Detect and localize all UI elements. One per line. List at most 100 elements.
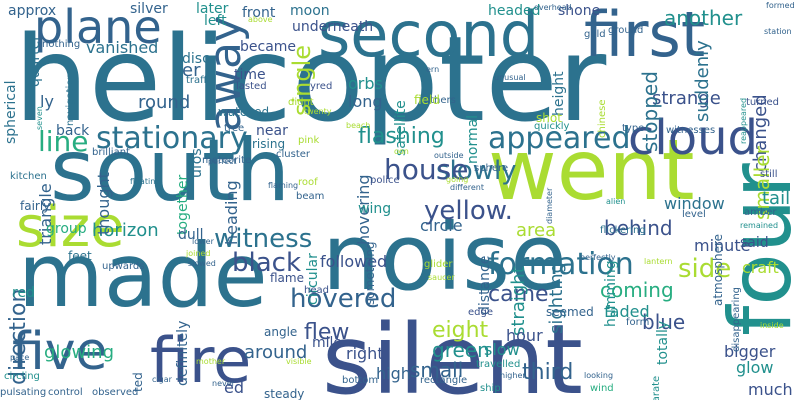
cloud-word: edge — [468, 307, 493, 318]
cloud-word: later — [196, 1, 229, 17]
cloud-word: house — [384, 153, 469, 186]
cloud-word: level — [682, 209, 706, 220]
cloud-word: pink — [298, 135, 320, 146]
cloud-word: glow — [736, 358, 774, 377]
cloud-word: atmosphere — [711, 234, 725, 306]
cloud-word: strange — [652, 88, 721, 109]
cloud-word: unusual — [494, 73, 526, 82]
cloud-word: became — [240, 39, 297, 55]
cloud-word: silver — [130, 1, 168, 17]
cloud-word: red — [12, 285, 35, 301]
cloud-word: others — [424, 95, 456, 106]
cloud-word: perfectly — [580, 253, 616, 262]
cloud-word: horizon — [92, 220, 159, 241]
cloud-word: mile — [312, 335, 343, 351]
cloud-word: blue — [642, 310, 686, 334]
cloud-word: wind — [590, 383, 614, 394]
cloud-word: third — [522, 360, 574, 385]
cloud-word: shone — [558, 3, 601, 19]
cloud-word: traffic — [186, 75, 216, 86]
cloud-word: lasted — [236, 81, 267, 92]
cloud-word: amber — [744, 207, 777, 218]
cloud-word: flame — [270, 271, 304, 285]
cloud-word: humming — [603, 260, 619, 327]
cloud-word: sighting — [546, 262, 567, 335]
cloud-word: cluster — [276, 149, 311, 160]
cloud-word: saucer — [428, 273, 455, 282]
cloud-word: high — [376, 364, 411, 383]
cloud-word: higher — [500, 371, 526, 380]
cloud-word: yellow. — [424, 196, 513, 226]
cloud-word: travelled — [476, 359, 521, 370]
cloud-word: eight — [432, 318, 489, 343]
cloud-word: perfect — [208, 157, 237, 166]
cloud-word: south — [50, 121, 291, 221]
cloud-word: totally — [655, 320, 671, 365]
cloud-word: circle — [420, 216, 463, 235]
cloud-word: diameter — [545, 188, 554, 225]
cloud-word: overhead — [534, 3, 572, 12]
cloud-word: ted — [131, 371, 145, 392]
cloud-word: hour — [506, 326, 543, 345]
cloud-word: approx — [8, 3, 57, 19]
cloud-word: made — [18, 224, 268, 327]
cloud-word: still — [760, 169, 778, 180]
cloud-word: slowly — [436, 156, 517, 186]
cloud-word: navigation — [65, 73, 76, 126]
cloud-word: didnt — [288, 97, 314, 108]
cloud-word: ern — [426, 65, 440, 74]
cloud-word: never — [212, 379, 235, 388]
cloud-word: underneath — [292, 19, 374, 35]
cloud-word: separate — [651, 375, 662, 400]
cloud-word: something — [363, 241, 377, 305]
cloud-word: type — [622, 123, 645, 134]
cloud-word: second — [318, 0, 540, 71]
cloud-word: meteorite — [202, 155, 252, 166]
cloud-word: tree — [224, 123, 245, 134]
cloud-word: gold — [584, 29, 606, 40]
cloud-word: quickly — [534, 121, 570, 132]
cloud-word: slowed — [188, 259, 216, 268]
cloud-word: vanished — [86, 38, 159, 57]
cloud-word: pulsating — [0, 387, 47, 398]
cloud-word: helicopter — [14, 10, 607, 148]
cloud-word: another — [664, 6, 743, 30]
cloud-word: sphere — [474, 163, 509, 174]
cloud-word: circling — [4, 371, 40, 382]
cloud-word: much — [748, 380, 793, 399]
cloud-word: height — [551, 71, 567, 117]
cloud-word: witnesses — [666, 125, 716, 136]
cloud-word: quarter — [27, 34, 43, 87]
cloud-word: turned — [746, 97, 780, 108]
cloud-word: head — [304, 285, 329, 296]
cloud-word: window — [664, 194, 725, 213]
cloud-word: bottom — [342, 375, 379, 386]
cloud-word: side — [678, 254, 732, 284]
cloud-word: right — [346, 344, 384, 363]
cloud-word: cloud — [628, 110, 758, 166]
cloud-word: disappearing — [731, 286, 742, 352]
cloud-word: floating — [130, 177, 161, 186]
cloud-word: inside — [760, 321, 784, 330]
cloud-word: remained — [740, 221, 779, 230]
cloud-word: ly — [40, 92, 54, 111]
cloud-word: definitely — [175, 320, 191, 386]
cloud-word: silent — [322, 304, 583, 400]
cloud-word: noise — [322, 204, 567, 311]
cloud-word: alien — [606, 197, 626, 206]
cloud-word: kitchen — [10, 171, 47, 182]
cloud-word: moon — [290, 3, 330, 19]
cloud-word: going — [446, 175, 469, 184]
cloud-word: behind — [604, 216, 673, 240]
cloud-word: beach — [346, 121, 371, 130]
cloud-word: different — [450, 183, 484, 192]
cloud-word: ed — [224, 378, 244, 397]
cloud-word: rising — [252, 137, 286, 151]
cloud-word: angle — [264, 325, 298, 339]
cloud-word: headed — [488, 3, 541, 19]
cloud-word: black — [232, 248, 302, 278]
cloud-word: feet — [68, 249, 92, 263]
cloud-word: form — [626, 317, 650, 328]
cloud-word: observed — [92, 387, 139, 398]
cloud-word: came — [488, 282, 549, 307]
